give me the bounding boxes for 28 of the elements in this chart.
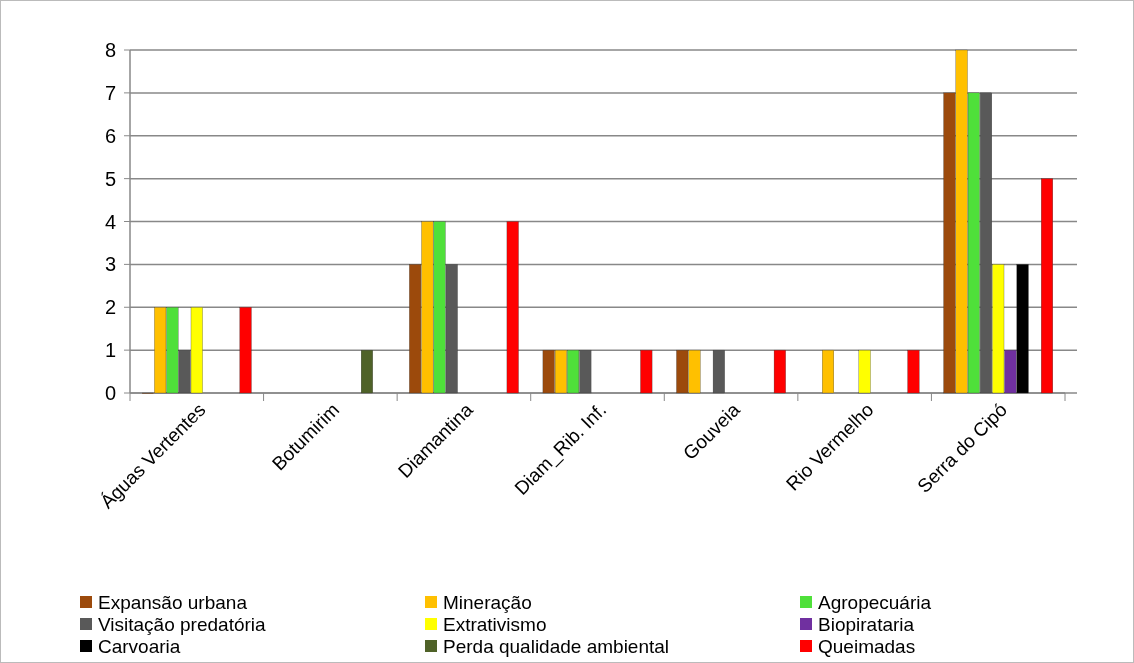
bar: [361, 349, 373, 394]
y-tick-label: 4: [104, 210, 116, 233]
bar: [822, 349, 834, 394]
bar: [506, 221, 519, 394]
y-tick-label: 3: [104, 253, 116, 276]
bar: [640, 349, 653, 394]
legend-label: Carvoaria: [98, 635, 181, 657]
legend-label: Agropecuária: [818, 591, 932, 613]
bar: [1041, 178, 1053, 394]
bar: [712, 349, 725, 394]
bar: [858, 349, 871, 394]
legend-label: Biopirataria: [818, 613, 915, 635]
legend-label: Queimadas: [818, 635, 916, 657]
y-tick-label: 1: [104, 339, 116, 362]
legend-label: Expansão urbana: [98, 591, 248, 613]
legend-label: Mineração: [443, 591, 532, 613]
bar: [773, 349, 786, 394]
y-tick-label: 6: [104, 124, 116, 147]
y-tick-label: 7: [104, 81, 116, 104]
y-tick-label: 2: [104, 296, 116, 319]
legend-label: Extrativismo: [443, 613, 547, 635]
bar: [239, 307, 252, 394]
y-tick-label: 8: [104, 39, 116, 61]
legend-label: Visitação predatória: [98, 613, 267, 635]
y-tick-label: 5: [104, 167, 116, 190]
y-tick-label: 0: [104, 382, 116, 404]
bar: [907, 349, 920, 394]
legend-label: Perda qualidade ambiental: [443, 635, 670, 657]
